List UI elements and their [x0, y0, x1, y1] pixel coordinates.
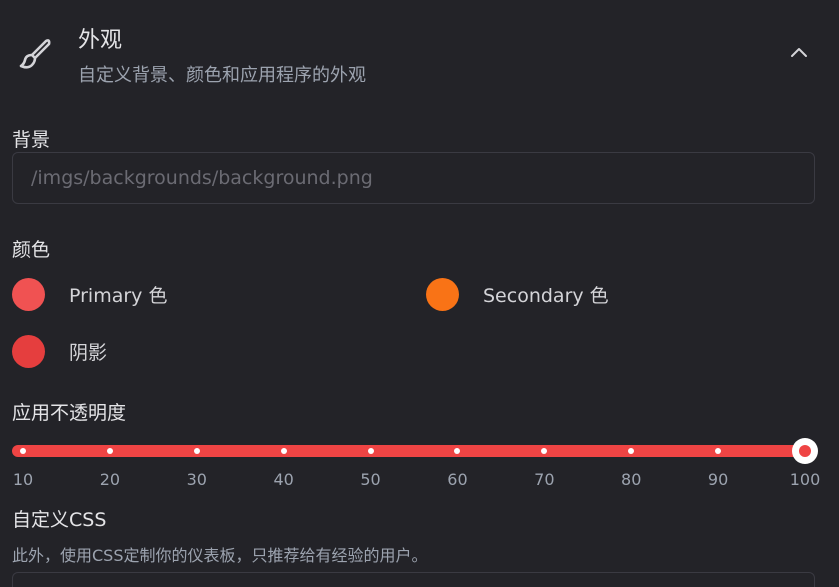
slider-tick-label: 100	[789, 470, 821, 489]
custom-css-description: 此外，使用CSS定制你的仪表板，只推荐给有经验的用户。	[12, 546, 428, 565]
slider-tick-dot	[367, 448, 374, 454]
section-subtitle: 自定义背景、颜色和应用程序的外观	[78, 65, 366, 86]
colors-label: 颜色	[12, 239, 51, 261]
shadow-color-label: 阴影	[69, 342, 108, 364]
primary-color-swatch[interactable]	[12, 278, 45, 311]
slider-tick-label: 20	[99, 470, 121, 489]
opacity-slider[interactable]	[12, 438, 818, 464]
section-title: 外观	[78, 28, 123, 53]
slider-tick-dot	[280, 448, 287, 454]
slider-tick-label: 10	[12, 470, 34, 489]
collapse-button[interactable]	[784, 38, 814, 68]
secondary-color-label: Secondary 色	[483, 285, 609, 307]
slider-tick-label: 40	[273, 470, 294, 489]
paintbrush-icon	[18, 36, 54, 72]
slider-tick-label: 80	[621, 470, 642, 489]
custom-css-editor[interactable]	[12, 572, 815, 587]
background-path-input[interactable]	[12, 152, 815, 204]
slider-tick-dot	[541, 448, 548, 454]
slider-tick-label: 50	[360, 470, 381, 489]
slider-tick-label: 30	[186, 470, 207, 489]
slider-tick-label: 90	[707, 470, 729, 489]
primary-color-label: Primary 色	[69, 285, 168, 307]
slider-tick-dot	[454, 448, 461, 454]
secondary-color-picker[interactable]: Secondary 色	[426, 278, 609, 311]
background-label: 背景	[12, 129, 51, 151]
slider-tick-dot	[20, 448, 26, 454]
chevron-up-icon	[791, 48, 807, 57]
slider-tick-dot	[193, 448, 200, 454]
slider-tick-dot	[715, 448, 722, 454]
slider-tick-dot	[106, 448, 113, 454]
shadow-color-swatch[interactable]	[12, 335, 45, 368]
custom-css-label: 自定义CSS	[12, 509, 107, 531]
slider-tick-label: 70	[534, 470, 555, 489]
shadow-color-picker[interactable]: 阴影	[12, 335, 107, 368]
primary-color-picker[interactable]: Primary 色	[12, 278, 167, 311]
secondary-color-swatch[interactable]	[426, 278, 459, 311]
slider-tick-label: 60	[447, 470, 468, 489]
opacity-label: 应用不透明度	[12, 402, 127, 424]
slider-tick-dot	[628, 448, 635, 454]
slider-thumb-center	[799, 445, 811, 457]
slider-thumb[interactable]	[792, 438, 818, 464]
